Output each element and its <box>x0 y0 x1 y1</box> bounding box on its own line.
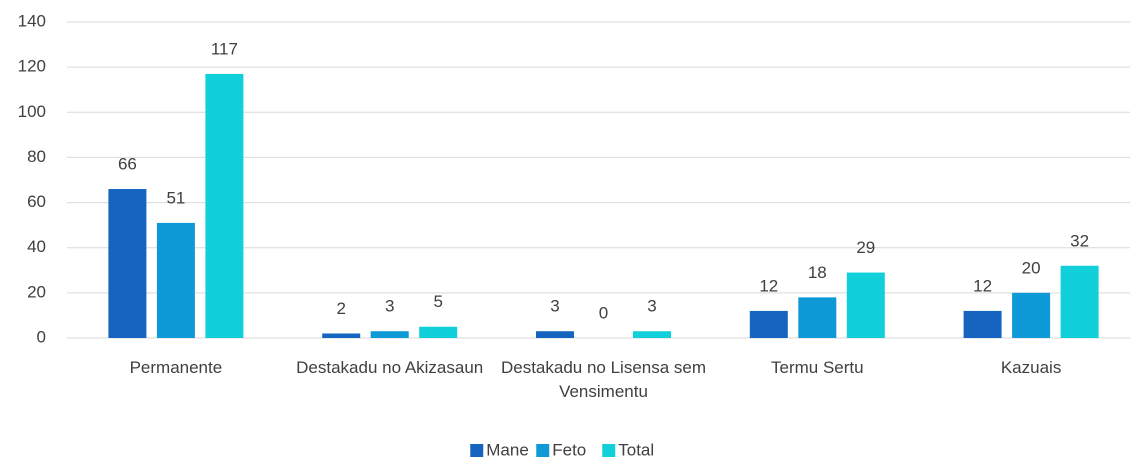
y-tick-label: 0 <box>37 327 46 346</box>
legend-label: Total <box>618 440 654 459</box>
data-label: 20 <box>1022 258 1041 277</box>
legend-label: Feto <box>552 440 586 459</box>
data-label: 0 <box>599 303 608 322</box>
y-tick-label: 40 <box>27 237 46 256</box>
bar <box>536 331 574 338</box>
x-tick-label: Termu Sertu <box>771 358 864 377</box>
data-label: 66 <box>118 155 137 174</box>
legend-label: Mane <box>486 440 529 459</box>
data-label: 29 <box>856 238 875 257</box>
bar <box>798 297 837 338</box>
y-tick-label: 80 <box>27 147 46 166</box>
data-label: 51 <box>166 188 185 207</box>
data-label: 117 <box>211 39 238 58</box>
data-label: 3 <box>385 297 394 316</box>
y-tick-label: 120 <box>18 57 46 76</box>
data-label: 32 <box>1070 231 1089 250</box>
data-label: 3 <box>647 297 656 316</box>
legend-swatch <box>602 444 616 457</box>
bar <box>1012 292 1051 338</box>
x-tick-label: Destakadu no Lisensa sem Vensimentu <box>500 358 707 401</box>
bar <box>205 73 244 339</box>
data-label: 12 <box>973 276 992 295</box>
legend-swatch <box>536 444 550 457</box>
bar <box>322 333 361 338</box>
y-tick-label: 60 <box>27 192 46 211</box>
y-tick-label: 140 <box>18 11 46 30</box>
legend-swatch <box>470 444 484 457</box>
y-tick-label: 20 <box>27 282 46 301</box>
data-label: 2 <box>336 299 345 318</box>
bar <box>963 310 1002 338</box>
data-label: 18 <box>808 263 827 282</box>
bar <box>419 326 458 338</box>
data-label: 5 <box>433 292 442 311</box>
x-tick-label: Kazuais <box>1000 358 1062 377</box>
y-tick-label: 100 <box>18 102 46 121</box>
bar <box>370 331 409 338</box>
bar <box>633 331 671 338</box>
bar <box>749 310 788 338</box>
bar <box>1060 265 1099 338</box>
bar <box>846 272 885 338</box>
data-label: 12 <box>759 276 778 295</box>
x-tick-label: Permanente <box>129 358 223 377</box>
bar <box>156 222 195 338</box>
bar <box>108 189 147 338</box>
x-tick-label: Destakadu no Akizasaun <box>296 358 484 377</box>
data-label: 3 <box>550 297 559 316</box>
